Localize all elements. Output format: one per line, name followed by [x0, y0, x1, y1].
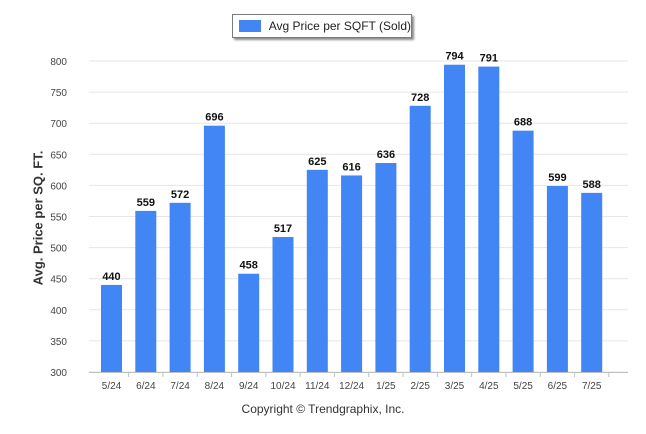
data-label: 599 — [548, 172, 566, 184]
data-label: 625 — [308, 156, 326, 168]
y-tick-label: 400 — [50, 306, 67, 317]
x-tick-label: 4/25 — [479, 381, 499, 392]
copyright-footer: Copyright © Trendgraphix, Inc. — [241, 402, 405, 416]
data-label: 458 — [240, 260, 258, 272]
bar — [375, 163, 397, 372]
x-axis-ticks: 5/24 6/24 7/24 8/24 9/24 10/24 11/24 12/24 1/25 2… — [102, 372, 610, 392]
data-label: 588 — [583, 179, 601, 191]
y-tick-label: 650 — [50, 150, 67, 161]
x-tick-label: 7/24 — [170, 381, 190, 392]
y-tick-label: 550 — [50, 213, 67, 224]
bar — [203, 125, 225, 372]
data-label: 572 — [171, 189, 189, 201]
x-tick-label: 7/25 — [582, 381, 602, 392]
legend-label: Avg Price per SQFT (Sold) — [268, 19, 411, 33]
y-tick-label: 300 — [50, 368, 67, 379]
x-tick-label: 5/24 — [102, 381, 122, 392]
bar — [135, 210, 157, 372]
x-tick-label: 6/25 — [548, 381, 568, 392]
data-labels: 440 559 572 696 458 517 625 616 636 728 794 791 688 5… — [102, 51, 601, 283]
x-tick-label: 9/24 — [239, 381, 259, 392]
data-label: 791 — [480, 53, 498, 65]
y-tick-label: 750 — [50, 88, 67, 99]
legend: Avg Price per SQFT (Sold) — [232, 14, 412, 38]
data-label: 440 — [102, 271, 120, 283]
bar — [101, 284, 122, 372]
x-tick-label: 1/25 — [376, 381, 396, 392]
x-tick-label: 10/24 — [270, 381, 295, 392]
bar — [546, 186, 568, 372]
bar — [444, 64, 465, 373]
data-label: 794 — [445, 51, 464, 63]
bar — [272, 237, 294, 372]
data-label: 688 — [514, 117, 532, 129]
y-axis-ticks: 300 350 400 450 500 550 600 650 700 750 800 — [50, 57, 67, 379]
data-label: 616 — [342, 161, 360, 173]
bar — [306, 169, 328, 372]
y-tick-label: 600 — [50, 181, 67, 192]
x-tick-label: 2/25 — [410, 381, 430, 392]
x-tick-label: 6/24 — [136, 381, 156, 392]
bar — [238, 273, 260, 372]
data-label: 517 — [274, 223, 292, 235]
x-tick-label: 5/25 — [513, 381, 533, 392]
data-label: 636 — [377, 149, 395, 161]
y-tick-label: 350 — [50, 337, 67, 348]
y-axis-title: Avg. Price per SQ. FT. — [30, 150, 46, 286]
bar — [512, 130, 534, 372]
y-tick-label: 450 — [50, 275, 67, 286]
x-tick-label: 11/24 — [305, 381, 330, 392]
bar — [409, 105, 431, 372]
legend-swatch — [239, 20, 261, 32]
data-label: 728 — [411, 92, 429, 104]
data-label: 696 — [205, 112, 223, 124]
bar — [341, 175, 363, 372]
y-tick-label: 700 — [50, 119, 67, 130]
y-tick-label: 500 — [50, 244, 67, 255]
bar — [478, 66, 500, 373]
data-label: 559 — [137, 197, 155, 209]
bars — [101, 64, 603, 373]
bar — [169, 202, 191, 372]
x-tick-label: 8/24 — [205, 381, 225, 392]
y-tick-label: 800 — [50, 57, 67, 68]
bar — [581, 192, 603, 372]
x-tick-label: 12/24 — [339, 381, 364, 392]
x-tick-label: 3/25 — [445, 381, 465, 392]
